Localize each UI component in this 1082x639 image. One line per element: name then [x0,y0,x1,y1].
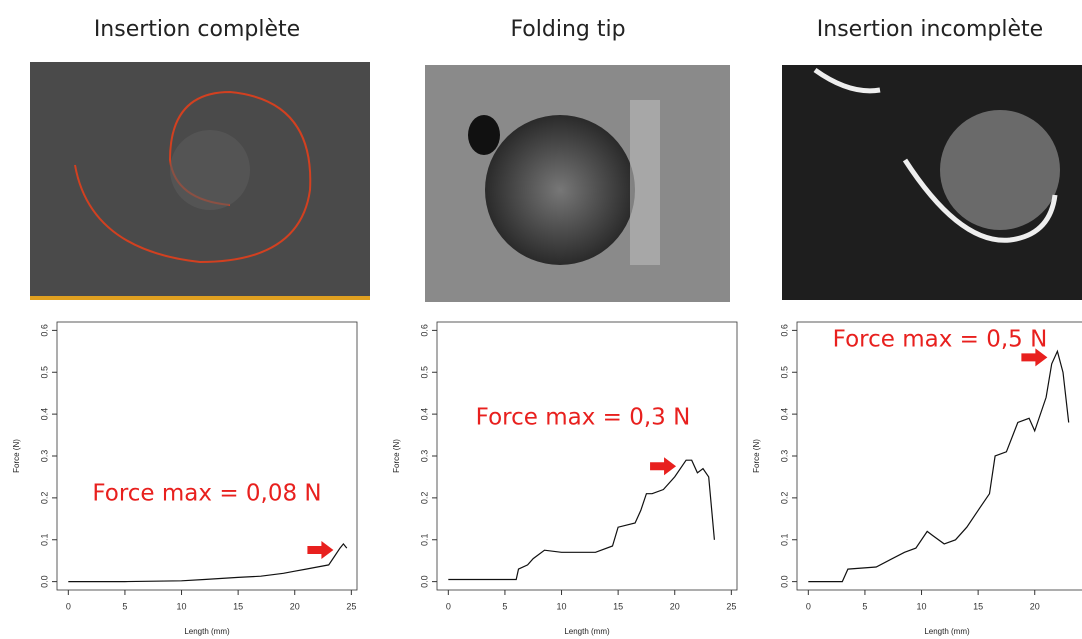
annotation: Force max = 0,3 N [476,405,691,431]
x-tick-label: 20 [670,601,680,611]
force-line [808,351,1068,581]
panel-title: Insertion incomplète [817,17,1043,42]
x-tick-label: 15 [233,601,243,611]
x-tick-label: 5 [502,601,507,611]
y-tick-label: 0.4 [779,408,789,421]
x-axis-label: Length (mm) [564,627,610,636]
y-tick-label: 0.3 [39,450,49,463]
y-tick-label: 0.1 [419,533,429,546]
ct-image [30,62,370,300]
y-tick-label: 0.1 [39,533,49,546]
x-tick-label: 10 [917,601,927,611]
y-axis-label: Force (N) [752,439,761,473]
x-tick-label: 15 [973,601,983,611]
arrow [650,457,676,475]
ct-image [782,65,1082,300]
figure: Insertion complète 0 5 10 15 20 25 0.0 0.1 0.2 0.3… [0,0,1082,639]
x-tick-label: 20 [290,601,300,611]
x-tick-label: 0 [66,601,71,611]
x-axis-label: Length (mm) [184,627,230,636]
y-tick-label: 0.6 [419,324,429,337]
x-tick-label: 5 [122,601,127,611]
y-tick-label: 0.0 [39,575,49,588]
x-tick-label: 20 [1030,601,1040,611]
y-tick-label: 0.6 [779,324,789,337]
ct-image [425,65,730,302]
y-tick-label: 0.4 [39,408,49,421]
y-tick-label: 0.2 [419,492,429,505]
y-tick-label: 0.6 [39,324,49,337]
y-tick-label: 0.5 [39,366,49,379]
y-tick-label: 0.0 [779,575,789,588]
panel-title: Insertion complète [94,17,300,42]
x-axis-label: Length (mm) [924,627,970,636]
x-tick-label: 10 [557,601,567,611]
y-tick-label: 0.3 [779,450,789,463]
x-tick-label: 25 [726,601,736,611]
plot-frame [437,322,737,590]
panel-title: Folding tip [510,17,625,42]
force-line [448,460,714,579]
annotation: Force max = 0,5 N [833,327,1048,353]
y-tick-label: 0.2 [779,492,789,505]
y-axis-label: Force (N) [392,439,401,473]
annotation: Force max = 0,08 N [92,481,321,507]
x-tick-label: 10 [177,601,187,611]
force-line [68,544,347,582]
y-tick-label: 0.4 [419,408,429,421]
y-tick-label: 0.5 [419,366,429,379]
x-tick-label: 5 [862,601,867,611]
arrow [307,541,333,559]
y-tick-label: 0.0 [419,575,429,588]
x-tick-label: 25 [346,601,356,611]
y-tick-label: 0.3 [419,450,429,463]
x-tick-label: 0 [806,601,811,611]
y-axis-label: Force (N) [12,439,21,473]
y-tick-label: 0.2 [39,492,49,505]
x-tick-label: 15 [613,601,623,611]
y-tick-label: 0.1 [779,533,789,546]
x-tick-label: 0 [446,601,451,611]
y-tick-label: 0.5 [779,366,789,379]
